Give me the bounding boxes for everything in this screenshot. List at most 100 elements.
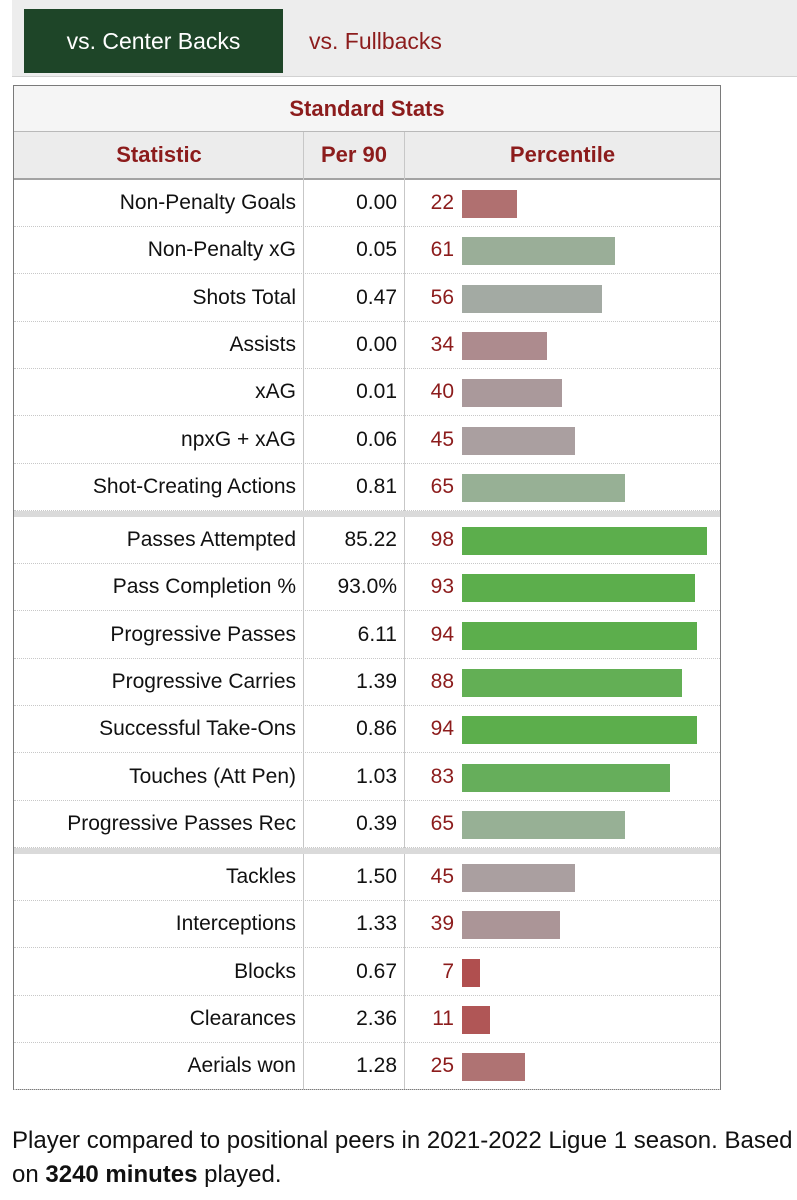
footer-text: Player compared to positional peers in 2… xyxy=(12,1127,793,1188)
group-separator xyxy=(14,511,720,518)
per90-value: 0.86 xyxy=(356,717,397,740)
percentile-bar xyxy=(462,864,575,892)
per90-value: 1.03 xyxy=(356,765,397,788)
stat-name: Pass Completion % xyxy=(112,575,296,598)
per90-value: 0.39 xyxy=(356,812,397,835)
per90-value: 1.33 xyxy=(356,912,397,935)
table-row: xAG 0.01 40 xyxy=(14,369,720,416)
percentile-bar xyxy=(462,1006,490,1034)
percentile-value: 56 xyxy=(430,286,454,309)
percentile-bar xyxy=(462,332,547,360)
stat-name: Non-Penalty xG xyxy=(147,238,296,261)
percentile-bar xyxy=(462,669,682,697)
stat-name: Blocks xyxy=(234,960,296,983)
per90-value: 0.00 xyxy=(356,191,397,214)
footer-minutes: 3240 minutes xyxy=(45,1161,198,1188)
percentile-value: 45 xyxy=(430,428,454,451)
table-caption: Standard Stats xyxy=(14,86,720,132)
per90-value: 1.50 xyxy=(356,865,397,888)
stat-name: npxG + xAG xyxy=(181,428,296,451)
percentile-value: 83 xyxy=(430,765,454,788)
header-per90[interactable]: Per 90 xyxy=(320,142,388,167)
footer-note: Player compared to positional peers in 2… xyxy=(12,1124,797,1192)
table-row: Progressive Passes Rec 0.39 65 xyxy=(14,801,720,848)
percentile-value: 94 xyxy=(430,717,454,740)
table-row: Blocks 0.67 7 xyxy=(14,949,720,996)
percentile-bar xyxy=(462,574,695,602)
percentile-value: 65 xyxy=(430,812,454,835)
percentile-bar xyxy=(462,237,615,265)
stat-name: Tackles xyxy=(225,865,296,888)
table-row: Progressive Carries 1.39 88 xyxy=(14,659,720,706)
percentile-value: 25 xyxy=(430,1054,454,1077)
percentile-bar xyxy=(462,716,697,744)
standard-stats-table: Standard Stats Statistic Per 90 Percenti… xyxy=(13,85,721,1090)
table-row: Non-Penalty xG 0.05 61 xyxy=(14,227,720,274)
percentile-value: 93 xyxy=(430,575,454,598)
per90-value: 93.0% xyxy=(337,575,397,598)
percentile-value: 7 xyxy=(442,960,454,983)
percentile-value: 39 xyxy=(430,912,454,935)
percentile-bar xyxy=(462,764,670,792)
stat-name: Shot-Creating Actions xyxy=(92,475,296,498)
percentile-value: 34 xyxy=(430,333,454,356)
stat-name: Progressive Passes Rec xyxy=(67,812,296,835)
stat-name: Assists xyxy=(229,333,296,356)
per90-value: 0.01 xyxy=(356,380,397,403)
per90-value: 85.22 xyxy=(344,528,397,551)
percentile-bar xyxy=(462,1053,525,1081)
percentile-bar xyxy=(462,959,480,987)
per90-value: 0.81 xyxy=(356,475,397,498)
stat-name: Successful Take-Ons xyxy=(99,717,296,740)
stat-name: Shots Total xyxy=(192,286,296,309)
stat-name: Interceptions xyxy=(175,912,296,935)
percentile-value: 22 xyxy=(430,191,454,214)
per90-value: 1.28 xyxy=(356,1054,397,1077)
stat-name: Touches (Att Pen) xyxy=(129,765,296,788)
table-row: Touches (Att Pen) 1.03 83 xyxy=(14,754,720,801)
per90-value: 0.06 xyxy=(356,428,397,451)
tab-vs-fullbacks[interactable]: vs. Fullbacks xyxy=(309,27,442,54)
percentile-bar xyxy=(462,911,560,939)
group-separator xyxy=(14,848,720,855)
table-header-row: Statistic Per 90 Percentile xyxy=(14,132,720,180)
percentile-value: 65 xyxy=(430,475,454,498)
footer-text-end: played. xyxy=(197,1161,282,1188)
percentile-bar xyxy=(462,811,625,839)
stat-name: xAG xyxy=(255,380,296,403)
table-row: Progressive Passes 6.11 94 xyxy=(14,612,720,659)
table-row: Shot-Creating Actions 0.81 65 xyxy=(14,464,720,511)
header-percentile[interactable]: Percentile xyxy=(509,142,616,167)
stat-name: Clearances xyxy=(189,1007,296,1030)
percentile-bar xyxy=(462,285,602,313)
percentile-value: 88 xyxy=(430,670,454,693)
percentile-value: 11 xyxy=(432,1007,454,1030)
percentile-bar xyxy=(462,474,625,502)
table-row: Tackles 1.50 45 xyxy=(14,854,720,901)
stat-name: Passes Attempted xyxy=(126,528,296,551)
table-row: Successful Take-Ons 0.86 94 xyxy=(14,706,720,753)
table-row: Passes Attempted 85.22 98 xyxy=(14,517,720,564)
stat-name: Progressive Carries xyxy=(111,670,296,693)
percentile-bar xyxy=(462,379,562,407)
header-statistic[interactable]: Statistic xyxy=(116,142,202,167)
table-row: npxG + xAG 0.06 45 xyxy=(14,417,720,464)
percentile-value: 94 xyxy=(430,623,454,646)
percentile-bar xyxy=(462,527,707,555)
stat-name: Aerials won xyxy=(187,1054,296,1077)
per90-value: 1.39 xyxy=(356,670,397,693)
table-row: Non-Penalty Goals 0.00 22 xyxy=(14,180,720,227)
table-row: Assists 0.00 34 xyxy=(14,322,720,369)
tab-vs-center-backs[interactable]: vs. Center Backs xyxy=(24,9,283,73)
per90-value: 0.00 xyxy=(356,333,397,356)
table-row: Shots Total 0.47 56 xyxy=(14,275,720,322)
percentile-bar xyxy=(462,622,697,650)
percentile-bar xyxy=(462,190,517,218)
table-row: Aerials won 1.28 25 xyxy=(14,1043,720,1090)
percentile-value: 45 xyxy=(430,865,454,888)
stat-name: Non-Penalty Goals xyxy=(119,191,296,214)
table-row: Clearances 2.36 11 xyxy=(14,996,720,1043)
percentile-value: 40 xyxy=(430,380,454,403)
per90-value: 0.05 xyxy=(356,238,397,261)
comparison-tabs: vs. Center Backs vs. Fullbacks xyxy=(12,0,797,77)
